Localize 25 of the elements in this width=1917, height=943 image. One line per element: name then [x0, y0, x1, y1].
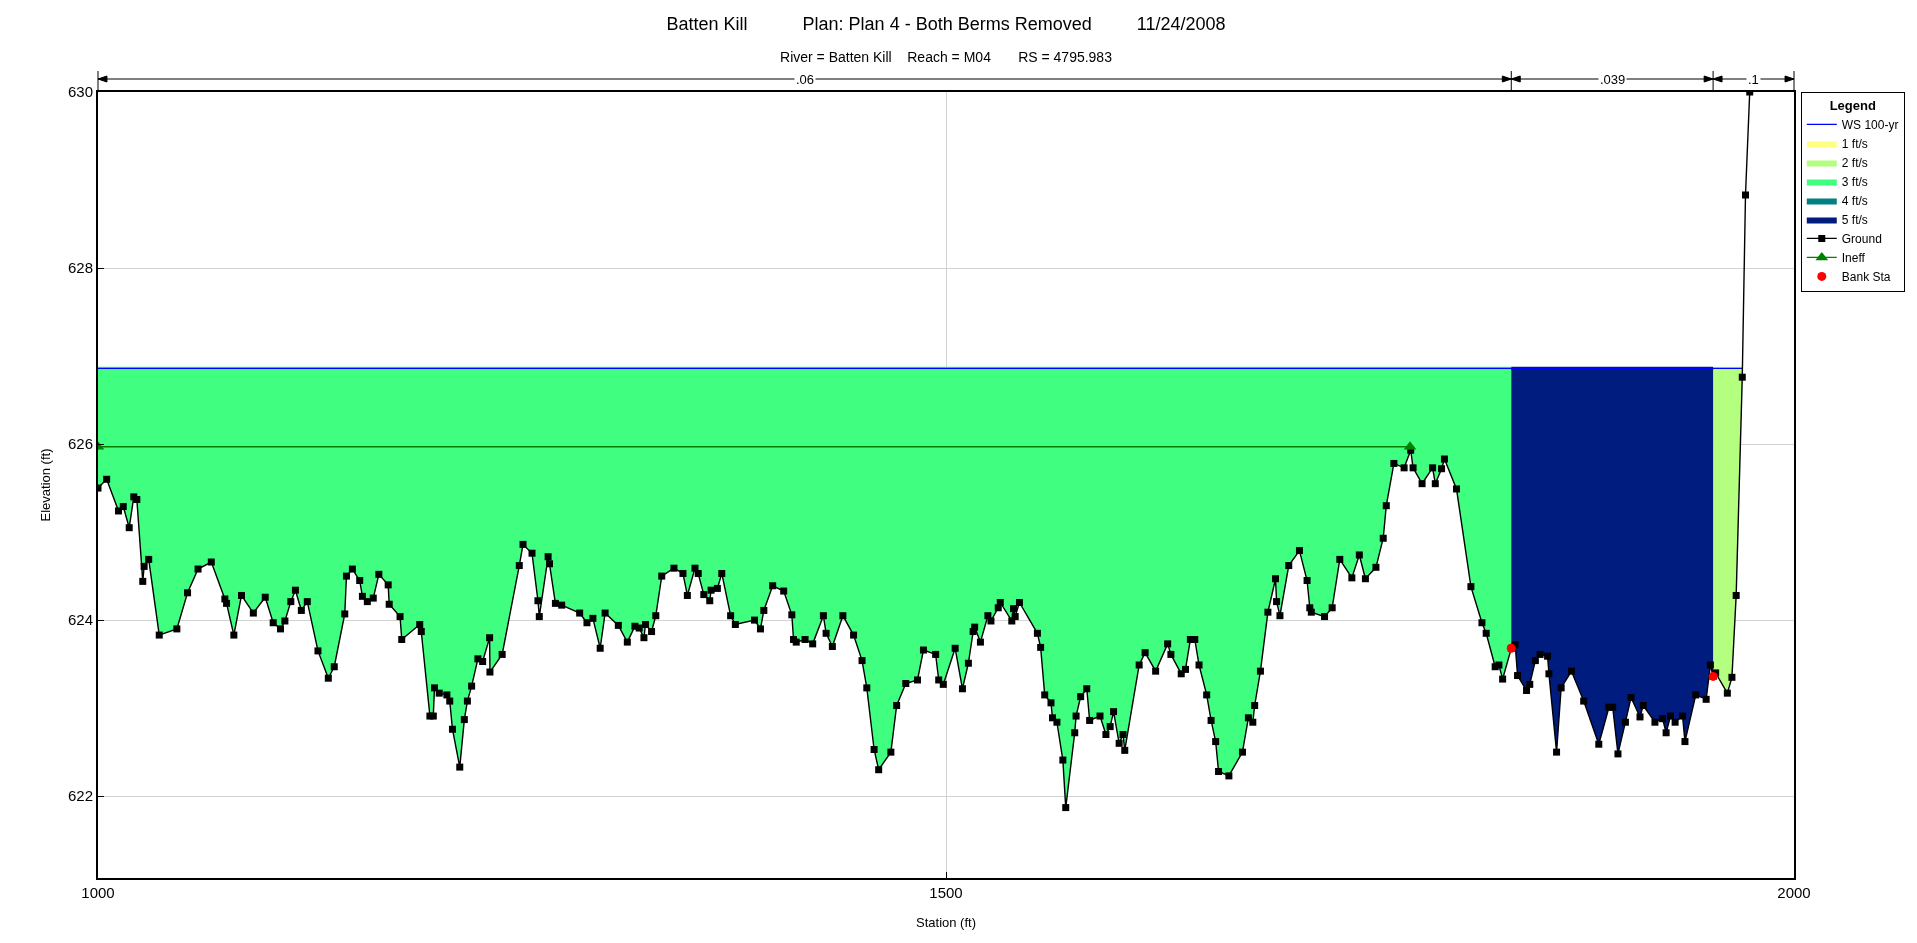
- legend-label: WS 100-yr: [1841, 118, 1899, 133]
- y-tick-label: 622: [67, 787, 93, 805]
- y-tick-label: 630: [67, 83, 93, 101]
- y-tick-label: 624: [67, 611, 93, 629]
- chart-title: Batten Kill Plan: Plan 4 - Both Berms Removed 11/24/2008: [666, 14, 1226, 35]
- legend-label: 5 ft/s: [1841, 213, 1868, 228]
- x-axis-title: Station (ft): [916, 915, 976, 931]
- legend-label: 2 ft/s: [1841, 156, 1868, 171]
- y-tick-label: 626: [67, 435, 93, 453]
- y-axis-title: Elevation (ft): [38, 448, 54, 522]
- legend-title: Legend: [1829, 97, 1876, 113]
- text: .039: [1600, 72, 1626, 87]
- legend-label: 3 ft/s: [1841, 175, 1868, 190]
- legend-label: 4 ft/s: [1841, 194, 1868, 209]
- y-tick-label: 628: [67, 259, 93, 277]
- legend-label: Ground: [1841, 232, 1882, 247]
- legend-label: Bank Sta: [1841, 270, 1891, 285]
- x-tick-label: 1500: [929, 884, 963, 901]
- chart-subtitle: River = Batten Kill Reach = M04 RS = 4795.983: [780, 48, 1113, 65]
- text: .06: [796, 72, 815, 87]
- legend-label: 1 ft/s: [1841, 137, 1868, 152]
- x-tick-label: 1000: [81, 884, 115, 901]
- legend-label: Ineff: [1841, 251, 1866, 266]
- text: .1: [1748, 72, 1759, 87]
- x-tick-label: 2000: [1777, 884, 1811, 901]
